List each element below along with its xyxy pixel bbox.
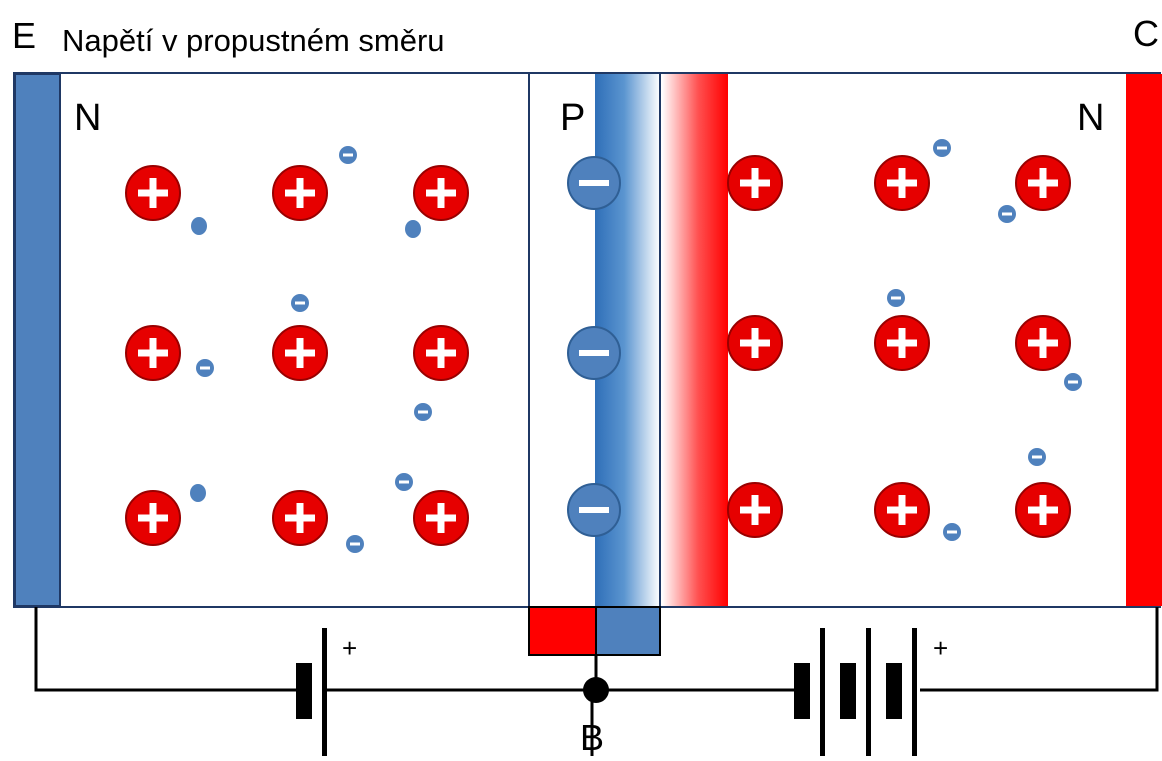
base-node <box>583 677 609 703</box>
collector-region-label: N <box>1077 97 1104 139</box>
positive-ion <box>413 490 469 546</box>
base-label: B <box>580 717 604 756</box>
electron <box>414 403 432 421</box>
charge-particles <box>125 139 1082 553</box>
electron <box>887 289 905 307</box>
diagram-title: Napětí v propustném směru <box>62 23 445 58</box>
collector-label: C <box>1133 13 1159 54</box>
positive-ion <box>413 165 469 221</box>
electron <box>196 359 214 377</box>
electron <box>933 139 951 157</box>
positive-ion <box>1015 155 1071 211</box>
hole-dot <box>191 217 207 235</box>
electron <box>291 294 309 312</box>
emitter-region-label: N <box>74 97 101 139</box>
positive-ion <box>272 490 328 546</box>
base-terminal-blue <box>595 606 661 656</box>
electron <box>1064 373 1082 391</box>
emitter-contact <box>14 73 61 607</box>
hole-dot <box>405 220 421 238</box>
battery-right-plus: + <box>933 633 948 663</box>
positive-ion <box>1015 482 1071 538</box>
positive-ion <box>874 482 930 538</box>
collector-contact <box>1126 74 1162 606</box>
battery-left <box>296 628 327 756</box>
battery-right <box>794 628 917 756</box>
positive-ion <box>272 165 328 221</box>
positive-ion <box>727 482 783 538</box>
positive-ion <box>874 315 930 371</box>
battery-left-plus: + <box>342 633 357 663</box>
positive-ion <box>727 315 783 371</box>
negative-ion <box>567 326 621 380</box>
collector-depletion-gradient <box>662 74 728 606</box>
positive-ion <box>125 165 181 221</box>
positive-ion <box>1015 315 1071 371</box>
circuit-wires <box>34 607 1159 756</box>
hole-dot <box>190 484 206 502</box>
base-region-label: P <box>560 97 585 139</box>
positive-ion <box>413 325 469 381</box>
positive-ion <box>874 155 930 211</box>
electron <box>1028 448 1046 466</box>
electron <box>943 523 961 541</box>
base-terminal-red <box>528 606 597 656</box>
positive-ion <box>125 325 181 381</box>
electron <box>998 205 1016 223</box>
negative-ion <box>567 156 621 210</box>
positive-ion <box>125 490 181 546</box>
positive-ion <box>727 155 783 211</box>
electron <box>339 146 357 164</box>
electron <box>346 535 364 553</box>
positive-ion <box>272 325 328 381</box>
electron <box>395 473 413 491</box>
negative-ion <box>567 483 621 537</box>
emitter-label: E <box>12 15 36 56</box>
